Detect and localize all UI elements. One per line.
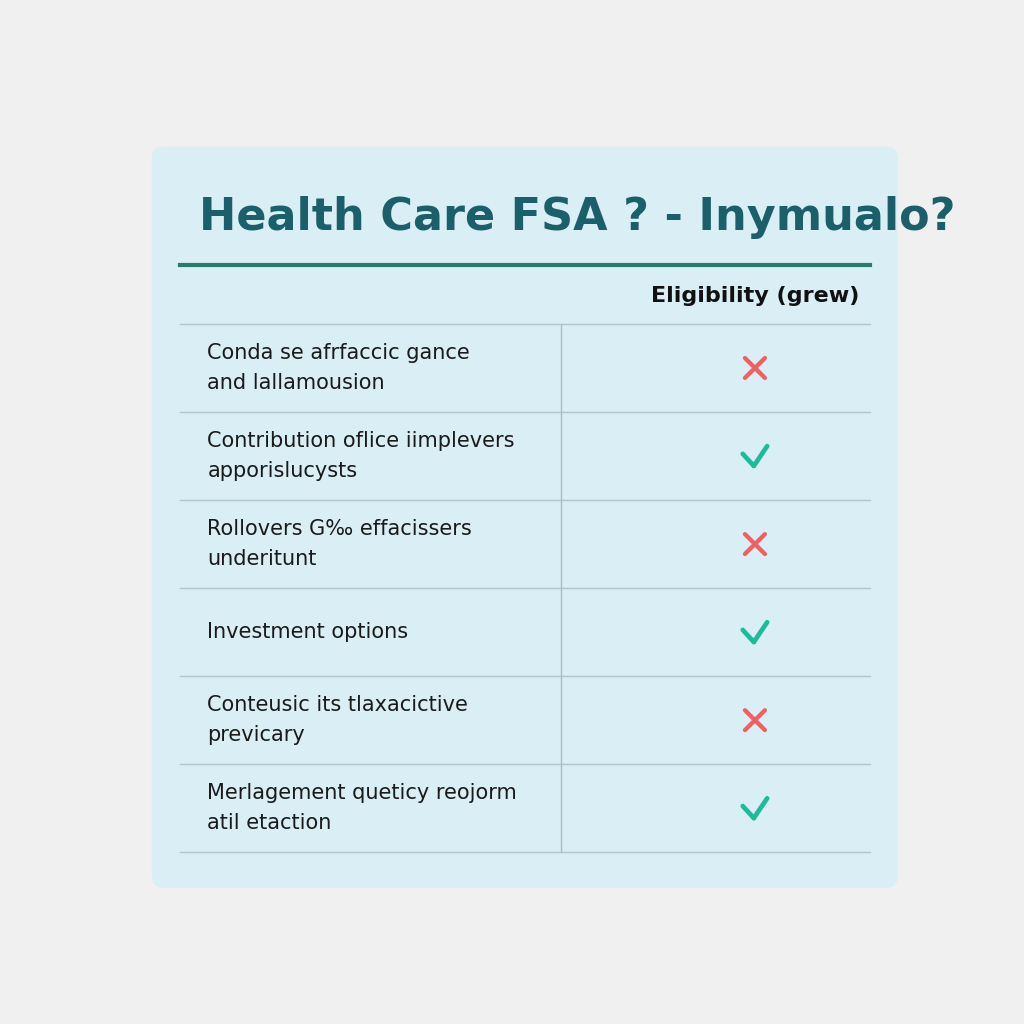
Text: Health Care FSA ? - Inymualo?: Health Care FSA ? - Inymualo? bbox=[200, 196, 956, 239]
Text: Conteusic its tlaxacictive
previcary: Conteusic its tlaxacictive previcary bbox=[207, 695, 468, 744]
Text: Contribution oflice iimplevers
apporislucysts: Contribution oflice iimplevers apporislu… bbox=[207, 431, 515, 481]
Text: Eligibility (grew): Eligibility (grew) bbox=[651, 287, 859, 306]
FancyBboxPatch shape bbox=[152, 146, 898, 888]
Text: Conda se afrfaccic gance
and lallamousion: Conda se afrfaccic gance and lallamousio… bbox=[207, 343, 470, 393]
Text: Rollovers G‰ effacissers
underitunt: Rollovers G‰ effacissers underitunt bbox=[207, 519, 472, 569]
Text: Merlagement queticy reojorm
atil etaction: Merlagement queticy reojorm atil etactio… bbox=[207, 783, 517, 833]
Text: Investment options: Investment options bbox=[207, 623, 409, 642]
